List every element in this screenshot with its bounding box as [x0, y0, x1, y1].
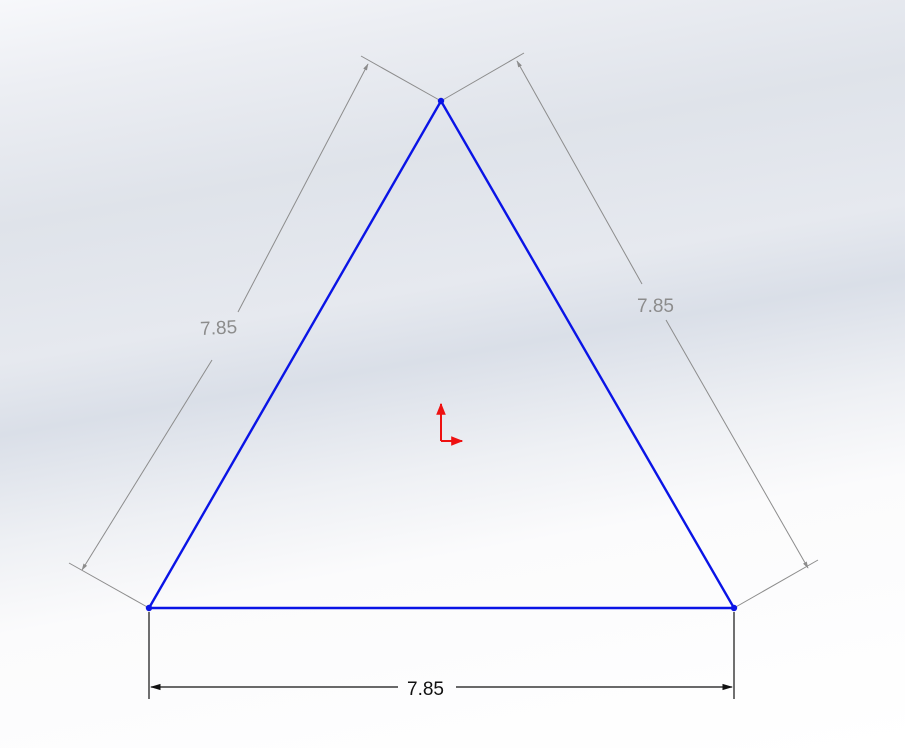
- sketch-point-bottom-right[interactable]: [730, 604, 738, 612]
- sketch-origin-icon: [436, 402, 464, 446]
- triangle-sketch[interactable]: [145, 97, 738, 612]
- dimension-value-left[interactable]: 7.85: [200, 317, 238, 340]
- dimension-line-right-lower: [665, 319, 809, 569]
- dimension-line-left-upper: [237, 63, 369, 313]
- dimension-right[interactable]: 7.85: [440, 52, 819, 609]
- dimension-left[interactable]: 7.85: [68, 55, 442, 609]
- sketch-line-left[interactable]: [147, 100, 443, 609]
- extension-line-right-bottom: [733, 559, 819, 609]
- extension-line-left-top: [360, 55, 442, 102]
- sketch-line-right[interactable]: [439, 100, 736, 609]
- extension-line-left-bottom: [68, 562, 150, 609]
- dimension-value-right[interactable]: 7.85: [637, 296, 674, 317]
- dimension-line-left-lower: [81, 359, 213, 571]
- extension-line-right-top: [440, 52, 525, 102]
- dimension-value-bottom[interactable]: 7.85: [407, 679, 444, 700]
- dimension-bottom[interactable]: 7.85: [148, 612, 735, 700]
- dimension-line-right-upper: [516, 60, 643, 285]
- sketch-point-bottom-left[interactable]: [145, 604, 153, 612]
- sketch-point-top[interactable]: [437, 97, 445, 105]
